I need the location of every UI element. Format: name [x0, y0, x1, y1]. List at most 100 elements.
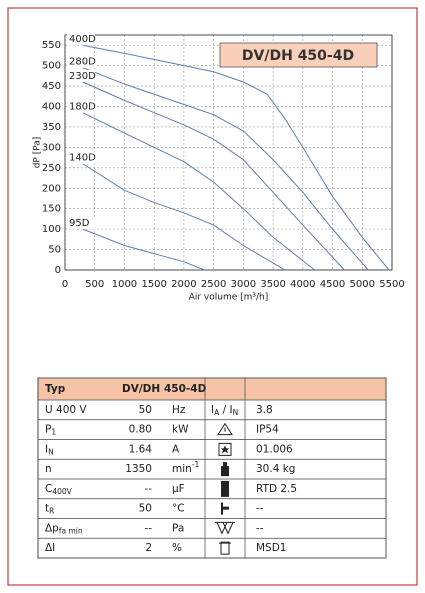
header-cell: DV/DH	[122, 383, 160, 395]
x-tick-label: 2500	[201, 279, 226, 290]
row-value: --	[144, 522, 152, 534]
row-unit-part: Pa	[172, 522, 184, 534]
fan-curve	[82, 81, 345, 271]
row-label: tR	[45, 503, 54, 516]
row-unit-part: kW	[172, 424, 189, 436]
row-value: 1350	[125, 463, 152, 475]
param-value: --	[256, 503, 264, 515]
row-label-part: U 400 V	[45, 404, 87, 416]
row-unit-part: min	[172, 463, 192, 475]
curve-label: 140D	[69, 153, 96, 164]
chart-title: DV/DH 450-4D	[242, 48, 354, 64]
row-label-part: 1	[51, 428, 56, 437]
param-value: RTD 2.5	[256, 483, 297, 495]
fan-curve	[82, 163, 286, 271]
curve-label-bg	[67, 217, 95, 230]
row-label: U 400 V	[45, 404, 87, 416]
row-value: 2	[145, 542, 152, 554]
plot-area	[65, 35, 392, 270]
curve-label: 230D	[69, 71, 96, 82]
row-label-part: t	[45, 503, 49, 515]
icon	[218, 442, 232, 456]
row-unit-part: -1	[192, 460, 200, 469]
header-cell: 450-4D	[164, 383, 207, 395]
row-unit-part: °C	[172, 503, 185, 515]
row-unit: Hz	[172, 404, 186, 416]
header-bg	[38, 378, 386, 400]
row-unit: °C	[172, 503, 185, 515]
icon	[221, 480, 229, 497]
param-value: MSD1	[256, 542, 287, 554]
param-value: 01.006	[256, 443, 293, 455]
fan-curve	[82, 44, 390, 271]
y-tick-label: 550	[42, 40, 61, 51]
y-tick-label: 0	[55, 265, 61, 276]
row-label-part: R	[49, 507, 54, 516]
spec-table: Typ DV/DH 450-4DU 400 V 50 Hz IA / IN 3.8P1 0.8…	[37, 377, 387, 559]
y-tick-label: 500	[42, 61, 61, 72]
header-cell: Typ	[45, 383, 66, 395]
x-tick-label: 0	[62, 279, 68, 290]
icon	[221, 462, 229, 477]
curve-label: 400D	[69, 34, 96, 45]
x-tick-label: 4500	[320, 279, 345, 290]
curve-label-bg	[67, 151, 95, 164]
row-label-part: ΔI	[45, 542, 55, 554]
param-label-part: N	[233, 408, 239, 417]
row-unit-part: %	[172, 542, 182, 554]
curve-label-bg	[67, 70, 95, 82]
x-tick-label: 5000	[350, 279, 375, 290]
fan-curve	[82, 67, 369, 271]
row-value: 50	[139, 404, 152, 416]
plot-border	[64, 34, 393, 271]
row-value: 50	[139, 503, 152, 515]
row-unit: %	[172, 542, 182, 554]
row-unit: Pa	[172, 522, 184, 534]
row-value: 0.80	[129, 424, 152, 436]
fan-curve	[82, 112, 316, 271]
row-unit: A	[172, 443, 180, 455]
row-value: 1.64	[129, 443, 153, 455]
curve-label: 180D	[69, 102, 96, 113]
y-tick-label: 200	[42, 183, 61, 194]
y-axis-label: dP [Pa]	[33, 137, 43, 169]
row-label-part: n	[45, 463, 52, 475]
fan-curve	[82, 228, 205, 271]
x-axis-label: Air volume [m³/h]	[189, 293, 269, 303]
x-tick-label: 3000	[231, 279, 256, 290]
param-label-part: A	[214, 408, 220, 417]
row-unit-part: A	[172, 443, 180, 455]
y-tick-label: 250	[42, 163, 61, 174]
row-unit: kW	[172, 424, 189, 436]
row-label: Δpfa min	[45, 522, 83, 535]
x-tick-label: 5500	[379, 279, 404, 290]
x-tick-label: 3500	[260, 279, 285, 290]
row-unit-part: µF	[172, 483, 185, 495]
row-label: C400V	[45, 483, 73, 496]
row-label: ΔI	[45, 542, 55, 554]
icon	[221, 502, 229, 515]
param-value: 3.8	[256, 404, 273, 416]
icon	[220, 541, 230, 555]
icon	[217, 422, 233, 436]
x-tick-label: 2000	[171, 279, 196, 290]
curve-label: 95D	[69, 218, 90, 229]
row-label-part: P	[45, 424, 51, 436]
y-tick-label: 50	[48, 245, 61, 256]
row-label-part: I	[45, 443, 48, 455]
row-label-part: 400V	[52, 487, 72, 496]
param-value: IP54	[256, 424, 279, 436]
y-tick-label: 450	[42, 81, 61, 92]
row-label: IN	[45, 443, 54, 456]
row-label-part: N	[48, 447, 54, 456]
icon	[221, 445, 229, 454]
y-tick-label: 150	[42, 204, 61, 215]
y-tick-label: 300	[42, 142, 61, 153]
y-tick-label: 100	[42, 224, 61, 235]
row-label-part: fa min	[59, 526, 83, 535]
curve-label-bg	[67, 100, 95, 113]
title-box	[219, 42, 378, 68]
row-unit: µF	[172, 483, 185, 495]
row-unit: min-1	[172, 460, 200, 475]
